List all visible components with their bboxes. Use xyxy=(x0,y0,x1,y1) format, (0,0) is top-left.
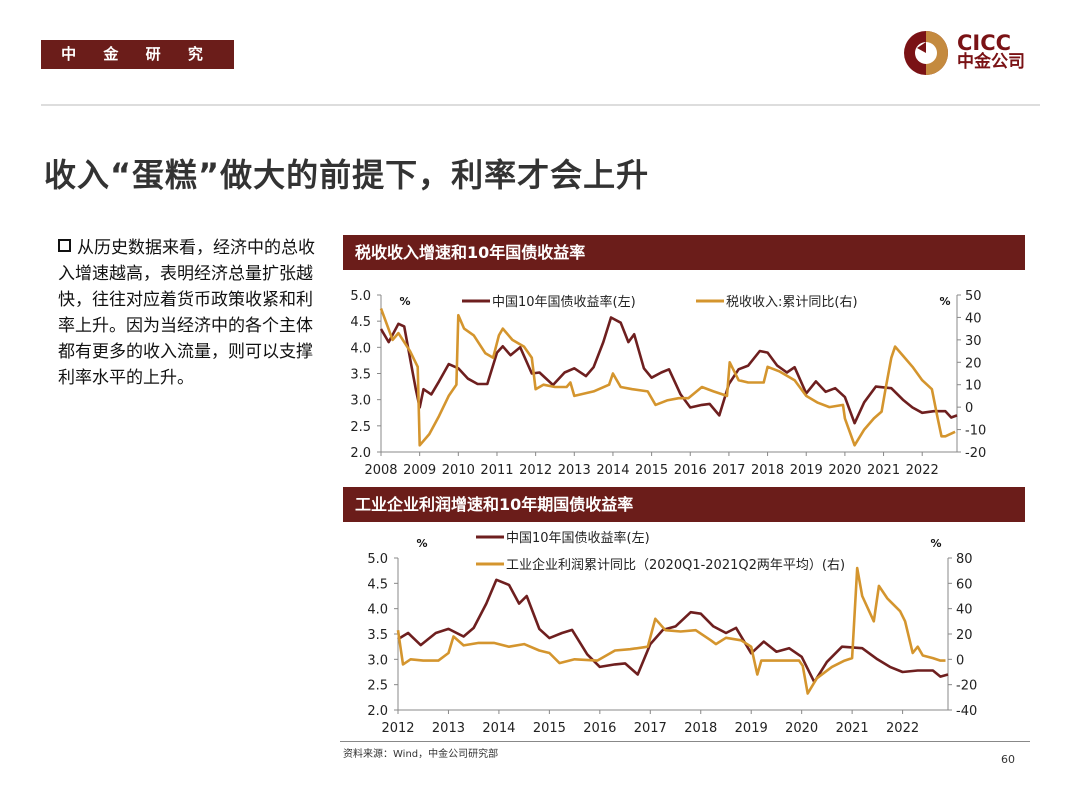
chart2-y-left-tick: 2.5 xyxy=(367,679,388,694)
chart1-x-tick: 2019 xyxy=(790,463,823,478)
chart1-x-tick: 2013 xyxy=(558,463,591,478)
chart2-y-right-tick: 80 xyxy=(956,552,973,567)
page-number: 60 xyxy=(1001,753,1015,766)
chart1-y-left-tick: 4.5 xyxy=(350,315,371,330)
chart1-y-right-tick: 20 xyxy=(965,356,982,371)
chart2-x-tick: 2012 xyxy=(381,721,414,736)
chart2-x-tick: 2013 xyxy=(432,721,465,736)
chart2-x-tick: 2021 xyxy=(836,721,869,736)
chart2-x-tick: 2022 xyxy=(886,721,919,736)
chart1-x-tick: 2017 xyxy=(712,463,745,478)
chart1-y-left-tick: 2.5 xyxy=(350,420,371,435)
cicc-logo-icon xyxy=(904,31,948,75)
chart2-y-left-tick: 3.0 xyxy=(367,653,388,668)
section-tag: 中 金 研 究 部 xyxy=(41,40,234,92)
header-divider xyxy=(41,104,1040,106)
chart1-y-right-tick: 30 xyxy=(965,334,982,349)
chart2-legend-label: 工业企业利润累计同比（2020Q1-2021Q2两年平均）(右) xyxy=(506,557,845,573)
chart1-y-left-tick: 5.0 xyxy=(350,289,371,304)
source-note: 资料来源：Wind，中金公司研究部 xyxy=(343,749,499,760)
chart2-x-tick: 2020 xyxy=(785,721,818,736)
chart2-y-left-tick: 4.0 xyxy=(367,603,388,618)
chart2-x-tick: 2019 xyxy=(735,721,768,736)
chart1-x-tick: 2015 xyxy=(635,463,668,478)
chart2-x-tick: 2014 xyxy=(482,721,515,736)
chart1-y-right-tick: 0 xyxy=(965,401,973,416)
chart1-y-left-tick: 2.0 xyxy=(350,446,371,461)
chart1-y-right-tick: 50 xyxy=(965,289,982,304)
chart2-y-right-tick: 20 xyxy=(956,628,973,643)
chart1-x-tick: 2021 xyxy=(867,463,900,478)
chart1-x-tick: 2022 xyxy=(906,463,939,478)
chart1-y-right-tick: -10 xyxy=(965,424,986,439)
chart1-x-tick: 2011 xyxy=(480,463,513,478)
chart2-right-unit: % xyxy=(930,537,941,550)
chart2-y-left-tick: 3.5 xyxy=(367,628,388,643)
chart1-y-left-tick: 4.0 xyxy=(350,341,371,356)
chart2-series-yield-line xyxy=(397,578,949,684)
chart2-y-left-tick: 4.5 xyxy=(367,577,388,592)
chart1-series-secondary-line xyxy=(379,308,956,447)
chart2-y-right-tick: 60 xyxy=(956,577,973,592)
chart1-x-tick: 2014 xyxy=(596,463,629,478)
bullet-body: 从历史数据来看，经济中的总收入增速越高，表明经济总量扩张越快，往往对应着货币政策… xyxy=(58,238,315,388)
chart2-y-right-tick: -40 xyxy=(956,704,977,719)
chart1-series-yield-line xyxy=(379,316,958,425)
chart2-left-unit: % xyxy=(416,537,427,550)
chart1-x-tick: 2009 xyxy=(403,463,436,478)
chart2-x-tick: 2018 xyxy=(684,721,717,736)
chart1-right-unit: % xyxy=(939,295,950,308)
chart2-x-tick: 2016 xyxy=(583,721,616,736)
logo-en: CICC xyxy=(957,31,1012,55)
chart1-x-tick: 2018 xyxy=(751,463,784,478)
chart2-x-tick: 2017 xyxy=(634,721,667,736)
chart1-x-tick: 2010 xyxy=(442,463,475,478)
chart1-y-left-tick: 3.0 xyxy=(350,394,371,409)
chart1-y-right-tick: 10 xyxy=(965,379,982,394)
chart1-x-tick: 2016 xyxy=(674,463,707,478)
chart2-x-tick: 2015 xyxy=(533,721,566,736)
bullet-text: 从历史数据来看，经济中的总收入增速越高，表明经济总量扩张越快，往往对应着货币政策… xyxy=(58,235,316,391)
chart1-legend-label: 税收收入:累计同比(右) xyxy=(726,295,858,310)
bullet-square-icon xyxy=(58,239,71,252)
chart1-y-right-tick: 40 xyxy=(965,311,982,326)
source-divider xyxy=(340,741,1030,742)
chart1-y-left-tick: 3.5 xyxy=(350,368,371,383)
chart1-title: 税收收入增速和10年国债收益率 xyxy=(343,235,1025,270)
chart1-x-tick: 2012 xyxy=(519,463,552,478)
chart2-title: 工业企业利润增速和10年期国债收益率 xyxy=(343,487,1025,522)
chart1-x-tick: 2020 xyxy=(828,463,861,478)
page-title: 收入“蛋糕”做大的前提下，利率才会上升 xyxy=(44,156,650,194)
chart2-y-right-tick: 0 xyxy=(956,653,964,668)
chart2-y-left-tick: 2.0 xyxy=(367,704,388,719)
chart1-left-unit: % xyxy=(399,295,410,308)
chart2-y-left-tick: 5.0 xyxy=(367,552,388,567)
chart2-legend-label: 中国10年国债收益率(左) xyxy=(506,530,650,546)
chart2-y-right-tick: -20 xyxy=(956,679,977,694)
chart1-legend-label: 中国10年国债收益率(左) xyxy=(492,294,636,310)
chart2-y-right-tick: 40 xyxy=(956,603,973,618)
chart1-y-right-tick: -20 xyxy=(965,446,986,461)
logo-cn: 中金公司 xyxy=(957,52,1025,72)
cicc-logo: CICC 中金公司 xyxy=(903,30,1025,76)
chart1-x-tick: 2008 xyxy=(364,463,397,478)
chart2-series-secondary-line xyxy=(396,566,946,695)
